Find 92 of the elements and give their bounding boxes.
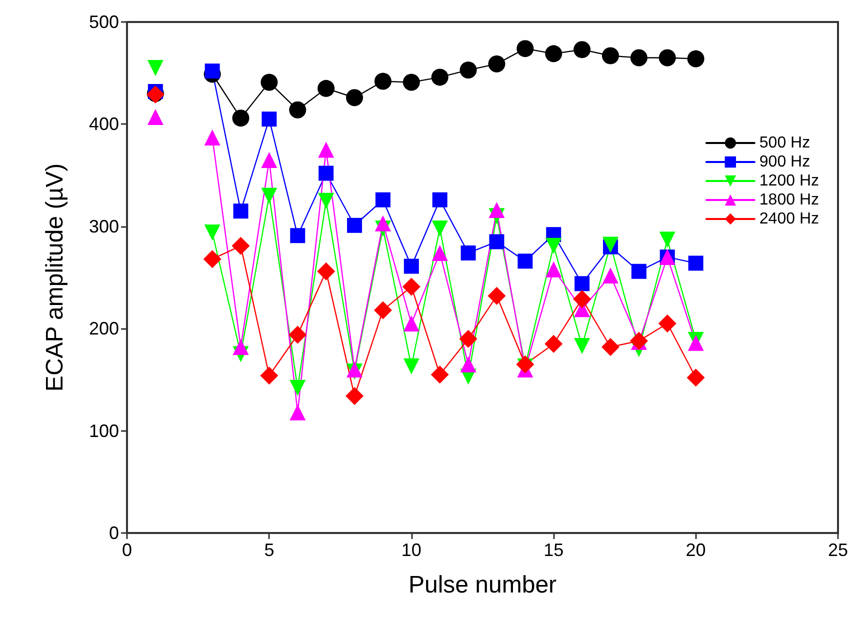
point <box>261 152 278 168</box>
point <box>631 264 646 279</box>
y-axis-title: ECAP amplitude (µV) <box>42 163 68 392</box>
point <box>318 80 335 97</box>
legend-label: 1800 Hz <box>759 192 819 208</box>
x-tick-label: 20 <box>686 540 706 560</box>
point <box>545 45 562 62</box>
point <box>232 338 249 355</box>
point <box>204 64 220 79</box>
point <box>516 355 534 374</box>
point <box>375 192 390 208</box>
point <box>402 74 420 91</box>
point <box>546 261 562 278</box>
point <box>686 368 705 387</box>
legend-label: 500 Hz <box>759 134 810 152</box>
point <box>546 238 562 254</box>
point <box>147 60 164 76</box>
point <box>347 218 362 233</box>
point <box>260 366 278 385</box>
point <box>488 286 506 305</box>
point <box>489 234 504 250</box>
point <box>203 250 222 268</box>
point <box>402 278 420 296</box>
point <box>687 50 704 68</box>
point <box>432 244 448 261</box>
point <box>318 192 334 209</box>
y-tick-label: 100 <box>88 420 119 441</box>
point <box>317 262 336 280</box>
point <box>658 314 676 332</box>
point <box>574 276 590 292</box>
point <box>403 315 420 332</box>
point <box>431 68 448 86</box>
point <box>262 112 277 127</box>
point <box>573 290 592 308</box>
point <box>204 224 220 241</box>
point <box>290 404 306 420</box>
point <box>601 338 620 356</box>
point <box>374 301 392 320</box>
point <box>288 326 307 344</box>
point <box>403 358 420 374</box>
point <box>460 62 477 79</box>
point <box>688 256 704 271</box>
point <box>658 49 676 66</box>
point <box>630 49 648 66</box>
point <box>147 109 164 126</box>
point <box>602 47 619 64</box>
point <box>432 220 448 236</box>
y-tick-label: 300 <box>88 216 119 236</box>
point <box>232 236 250 255</box>
point <box>460 245 476 260</box>
point <box>544 334 563 353</box>
x-tick-label: 0 <box>122 540 132 560</box>
point <box>688 334 704 351</box>
point <box>261 188 278 204</box>
point <box>289 101 306 118</box>
point <box>233 204 248 219</box>
x-tick-label: 25 <box>828 540 848 560</box>
point <box>346 89 364 106</box>
point <box>659 232 676 248</box>
point <box>318 142 334 158</box>
point <box>346 387 364 406</box>
legend-label: 2400 Hz <box>759 210 819 228</box>
point <box>374 72 392 90</box>
x-axis-title: Pulse number <box>408 572 557 598</box>
point <box>488 202 505 218</box>
point <box>404 258 419 274</box>
point <box>518 254 533 269</box>
point <box>459 330 478 348</box>
point <box>374 215 391 232</box>
y-tick-label: 200 <box>88 318 119 339</box>
point <box>574 41 591 58</box>
point <box>260 74 278 91</box>
point <box>516 40 534 58</box>
point <box>318 166 334 181</box>
legend-label: 1200 Hz <box>759 172 819 190</box>
y-tick-label: 400 <box>88 114 119 134</box>
point <box>290 380 306 396</box>
y-tick-label: 0 <box>108 523 119 543</box>
point <box>460 356 476 372</box>
point <box>232 110 250 127</box>
point <box>432 192 448 208</box>
point <box>602 267 618 284</box>
legend-label: 900 Hz <box>759 154 810 170</box>
point <box>290 228 306 244</box>
x-tick-label: 10 <box>401 540 422 560</box>
point <box>204 129 220 146</box>
point <box>574 338 590 354</box>
point <box>488 55 506 72</box>
y-tick-label: 500 <box>88 12 119 32</box>
x-tick-label: 5 <box>264 540 274 560</box>
x-tick-label: 15 <box>544 540 564 560</box>
point <box>430 366 449 384</box>
